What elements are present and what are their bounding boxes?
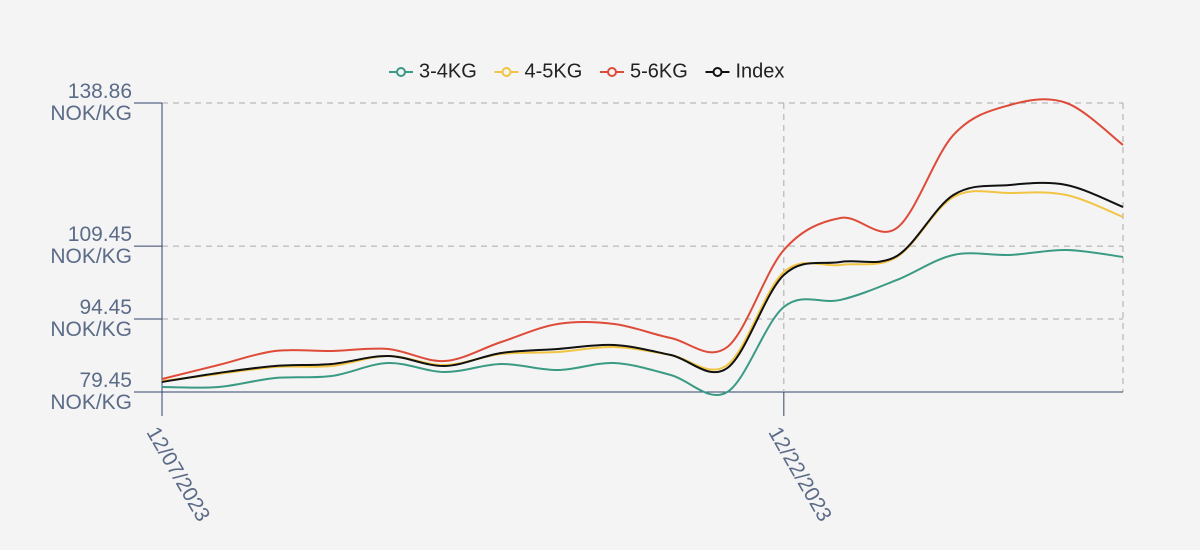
series-line bbox=[161, 98, 1124, 380]
legend-label[interactable]: Index bbox=[736, 60, 785, 82]
legend-label[interactable]: 3-4KG bbox=[419, 60, 477, 82]
series-line bbox=[161, 190, 1124, 382]
x-tick-label: 12/07/2023 bbox=[142, 423, 214, 526]
legend-marker[interactable] bbox=[396, 67, 406, 77]
y-tick-label: 138.86 NOK/KG bbox=[50, 80, 132, 125]
legend-label[interactable]: 4-5KG bbox=[525, 60, 583, 82]
y-tick-label: 79.45 NOK/KG bbox=[50, 369, 132, 414]
legend-marker[interactable] bbox=[607, 67, 617, 77]
series-line bbox=[161, 249, 1124, 396]
y-tick-label: 109.45 NOK/KG bbox=[50, 223, 132, 269]
x-tick-label: 12/22/2023 bbox=[763, 423, 835, 526]
legend-label[interactable]: 5-6KG bbox=[630, 60, 688, 82]
series-line bbox=[161, 181, 1124, 383]
legend-marker[interactable] bbox=[501, 67, 512, 77]
y-tick-label: 94.45 NOK/KG bbox=[50, 296, 132, 342]
legend-marker[interactable] bbox=[712, 67, 723, 77]
